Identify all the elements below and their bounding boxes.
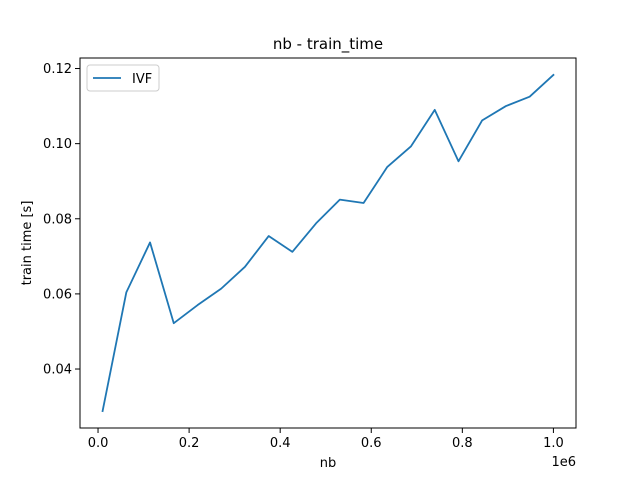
y-axis-label: train time [s] bbox=[20, 201, 35, 286]
x-tick-label: 0.6 bbox=[361, 436, 382, 451]
y-tick-label: 0.04 bbox=[43, 363, 72, 378]
legend: IVF bbox=[86, 64, 160, 92]
y-axis-ticks: 0.04 0.06 0.08 0.10 0.12 bbox=[43, 62, 80, 378]
x-tick-label: 0.0 bbox=[88, 436, 109, 451]
x-tick-label: 1.0 bbox=[543, 436, 564, 451]
x-axis-offset-label: 1e6 bbox=[551, 455, 576, 470]
x-tick-label: 0.8 bbox=[452, 436, 473, 451]
y-tick-label: 0.08 bbox=[43, 212, 72, 227]
plot-frame bbox=[79, 57, 577, 429]
y-tick-label: 0.12 bbox=[43, 62, 72, 77]
plot-area bbox=[79, 57, 577, 429]
x-tick-label: 0.4 bbox=[270, 436, 291, 451]
x-axis-label: nb bbox=[320, 456, 337, 471]
chart-title: nb - train_time bbox=[273, 35, 383, 54]
series-line-ivf bbox=[101, 73, 555, 413]
legend-box bbox=[86, 64, 160, 92]
y-tick-label: 0.10 bbox=[43, 137, 72, 152]
y-tick-label: 0.06 bbox=[43, 287, 72, 302]
x-tick-label: 0.2 bbox=[179, 436, 200, 451]
legend-label-ivf: IVF bbox=[132, 72, 152, 87]
x-axis-ticks: 0.0 0.2 0.4 0.6 0.8 1.0 bbox=[88, 428, 564, 451]
